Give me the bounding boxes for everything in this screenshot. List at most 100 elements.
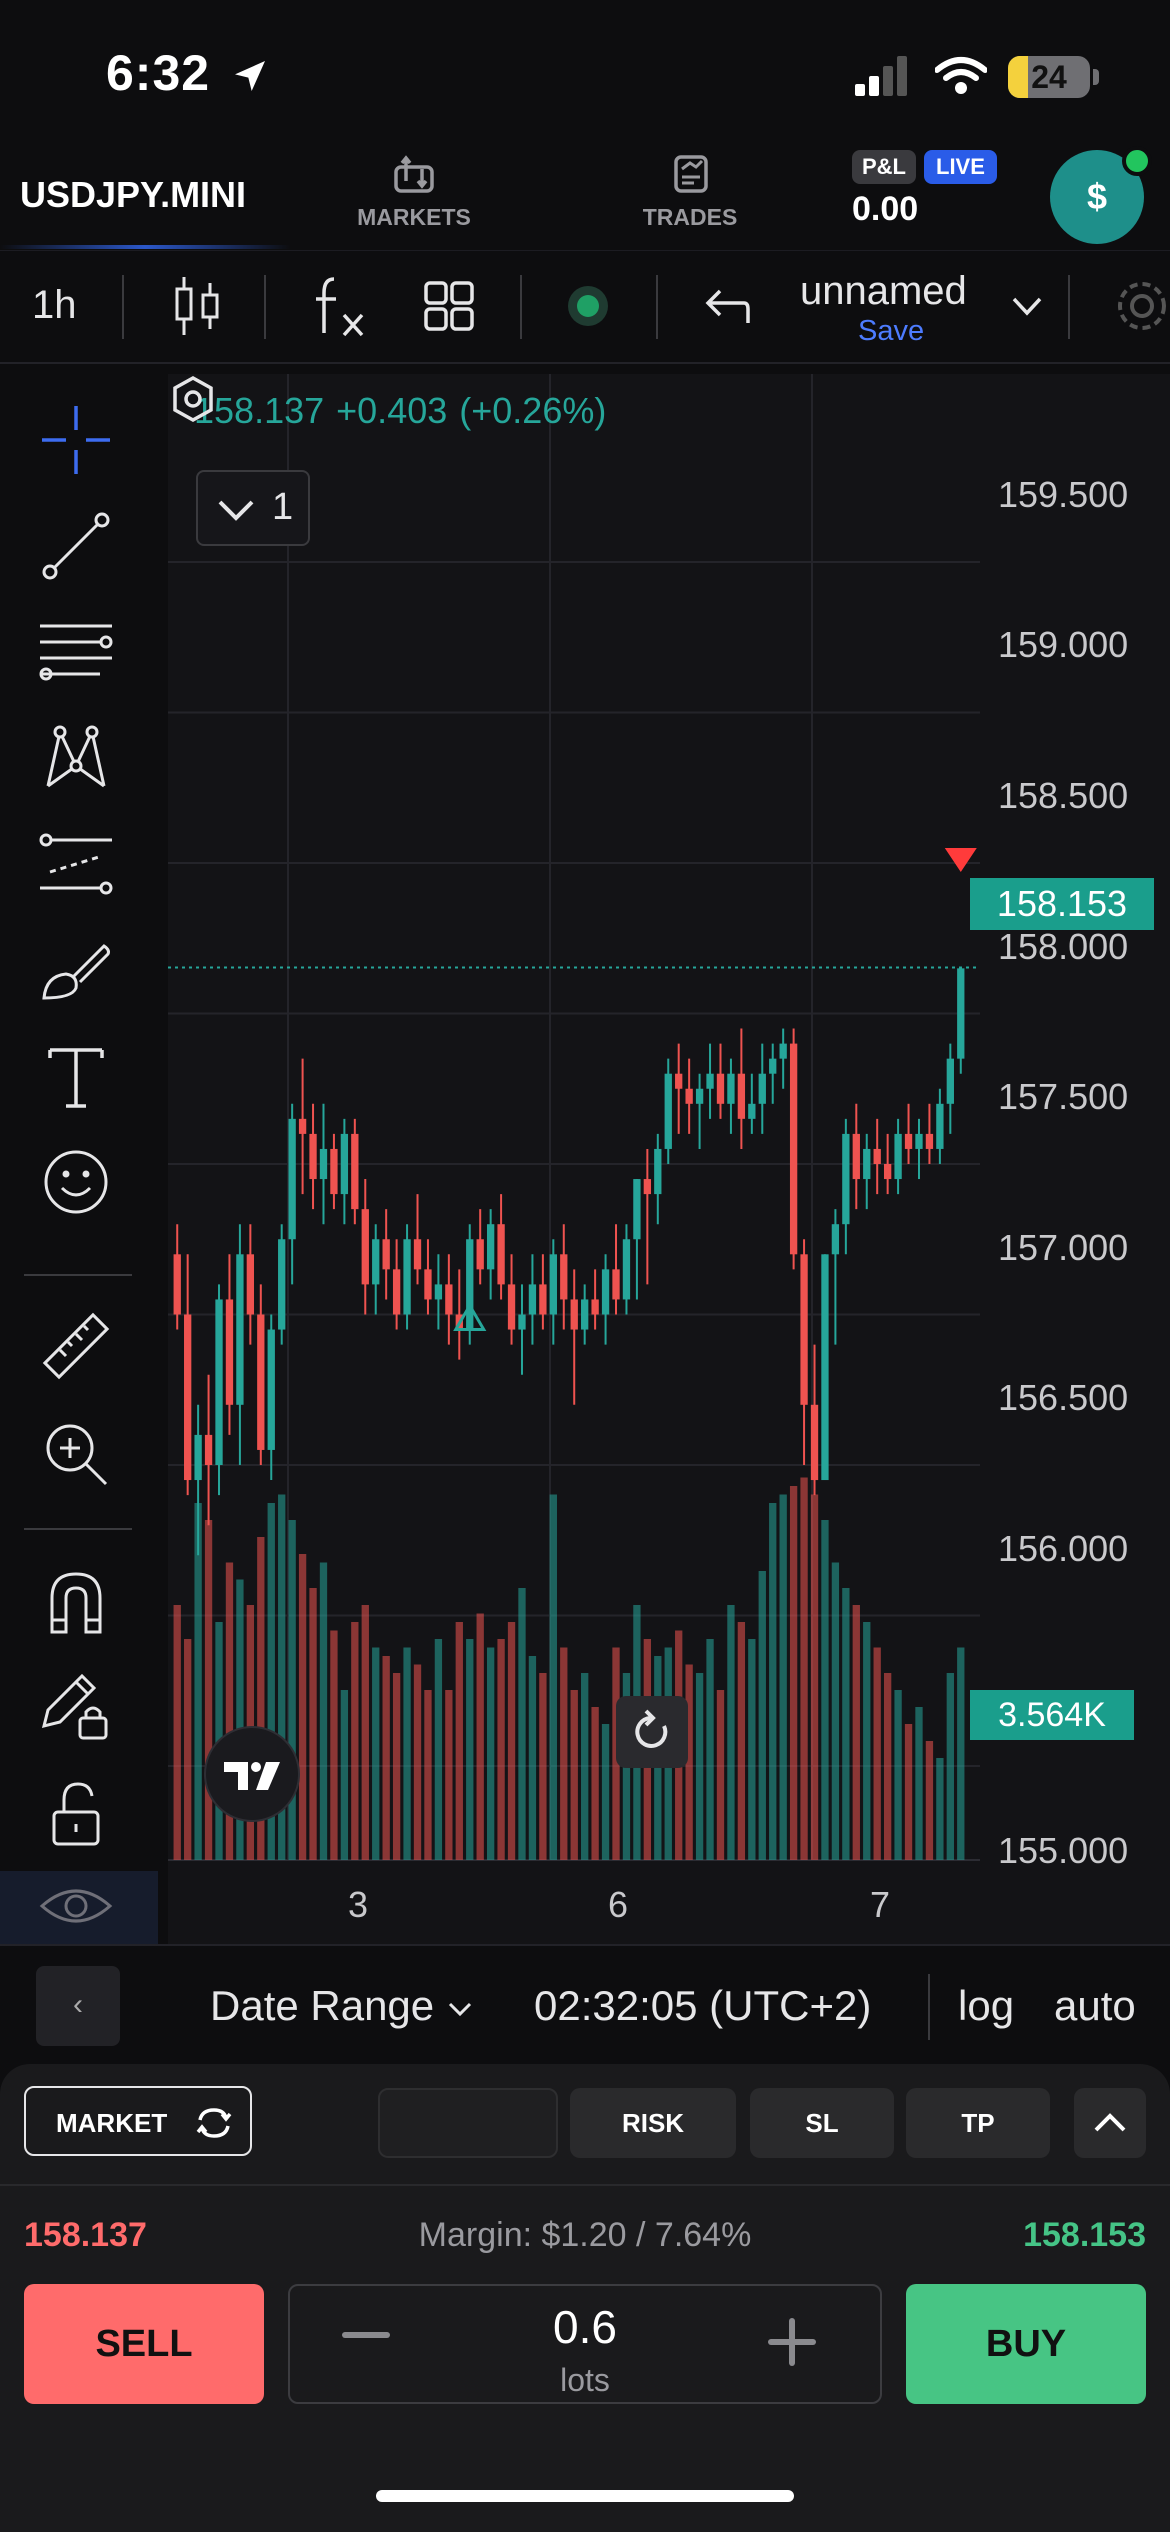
candles-icon[interactable]: [170, 273, 224, 339]
zoom-in-icon[interactable]: [36, 1414, 116, 1494]
collapse-left-button[interactable]: ‹: [36, 1966, 120, 2046]
undo-icon[interactable]: [700, 273, 750, 339]
forecast-icon[interactable]: [36, 824, 116, 904]
chart-settings-icon[interactable]: [168, 374, 218, 424]
candle-body: [748, 1103, 756, 1119]
timeframe-button[interactable]: 1h: [32, 283, 77, 327]
volume-bar: [883, 1673, 892, 1860]
gear-icon[interactable]: [1110, 273, 1170, 339]
symbol-selector[interactable]: USDJPY.MINI: [20, 174, 247, 215]
candle-body: [758, 1073, 766, 1104]
lots-value[interactable]: 0.6: [553, 2301, 617, 2353]
candle-body: [413, 1239, 422, 1270]
crosshair-icon[interactable]: [36, 400, 116, 480]
buy-button[interactable]: BUY: [906, 2284, 1146, 2404]
candle-body: [424, 1269, 432, 1300]
date-range-button[interactable]: Date Range: [210, 1982, 474, 2030]
indicator-count: 1: [272, 486, 294, 528]
candle-body: [852, 1133, 860, 1180]
volume-bar: [601, 1724, 610, 1860]
candle-body: [486, 1224, 495, 1270]
sell-button[interactable]: SELL: [24, 2284, 264, 2404]
order-type-button[interactable]: MARKET: [24, 2086, 252, 2156]
volume-bar: [915, 1707, 923, 1860]
margin-info: Margin: $1.20 / 7.64%: [418, 2216, 752, 2254]
layouts-icon[interactable]: [422, 273, 476, 339]
pattern-icon[interactable]: [36, 718, 116, 798]
divider: [0, 2184, 1170, 2186]
pnl-widget[interactable]: P&L LIVE 0.00: [852, 150, 1012, 229]
lots-stepper[interactable]: 0.6 lots: [288, 2284, 882, 2404]
collapse-indicators-button[interactable]: 1: [196, 470, 310, 546]
date-range-label: Date Range: [210, 1982, 435, 2029]
eye-icon[interactable]: [36, 1866, 116, 1946]
emoji-icon[interactable]: [36, 1142, 116, 1222]
candle-body: [518, 1314, 526, 1330]
candle-body: [601, 1269, 610, 1315]
trendline-icon[interactable]: [36, 506, 116, 586]
ruler-icon[interactable]: [36, 1306, 116, 1386]
volume-bar: [539, 1673, 547, 1860]
volume-bar: [351, 1622, 359, 1860]
indicators-icon[interactable]: [308, 273, 372, 339]
volume-tag: 3.564K: [970, 1690, 1134, 1740]
volume-bar: [549, 1494, 557, 1860]
candle-body: [769, 1058, 777, 1074]
tradingview-logo[interactable]: [204, 1726, 300, 1822]
volume-bar: [194, 1503, 202, 1860]
volume-bar: [831, 1562, 840, 1860]
candle-body: [894, 1133, 902, 1180]
account-status-dot: [1122, 146, 1152, 176]
decrease-lots-button[interactable]: [342, 2332, 390, 2338]
volume-bar: [727, 1605, 735, 1860]
volume-bar: [695, 1673, 704, 1860]
log-scale-toggle[interactable]: log: [958, 1982, 1015, 2029]
auto-scale-toggle[interactable]: auto: [1054, 1982, 1136, 2029]
lots-unit: lots: [560, 2362, 610, 2398]
save-layout-link[interactable]: Save: [858, 315, 925, 347]
fib-lines-icon[interactable]: [36, 612, 116, 692]
volume-bar: [570, 1690, 578, 1860]
candle-body: [737, 1073, 746, 1119]
take-profit-button[interactable]: TP: [906, 2088, 1050, 2158]
lock-drawing-icon[interactable]: [36, 1666, 116, 1746]
refresh-icon: [635, 1709, 668, 1748]
unlock-icon[interactable]: [36, 1774, 116, 1854]
volume-bar: [309, 1588, 317, 1860]
volume-bar: [173, 1605, 181, 1860]
trades-nav[interactable]: TRADES: [610, 155, 770, 231]
candle-body: [184, 1314, 192, 1481]
volume-bar: [361, 1605, 369, 1860]
volume-bar: [466, 1639, 474, 1860]
app-header: USDJPY.MINI MARKETS TRADES P&L LIVE 0.00 …: [0, 146, 1170, 250]
markets-icon: [394, 155, 434, 193]
candle-body: [392, 1269, 401, 1315]
reset-chart-button[interactable]: [616, 1696, 688, 1768]
candle-body: [351, 1133, 359, 1210]
candle-body: [675, 1073, 683, 1089]
symbol-underline: [0, 245, 290, 249]
brush-icon[interactable]: [36, 930, 116, 1010]
risk-button[interactable]: RISK: [570, 2088, 736, 2158]
price-chart[interactable]: 158.137 +0.403 (+0.26%) 1 159.500 159.000 …: [168, 374, 1170, 1944]
candle-body: [236, 1254, 244, 1405]
expand-panel-button[interactable]: [1074, 2088, 1146, 2158]
candle-body: [539, 1284, 547, 1315]
layout-name[interactable]: unnamed: [800, 269, 967, 313]
volume-bar: [737, 1622, 746, 1860]
candle-body: [225, 1299, 234, 1405]
magnet-icon[interactable]: [36, 1562, 116, 1642]
chart-time[interactable]: 02:32:05 (UTC+2): [534, 1982, 872, 2029]
record-dot-icon[interactable]: [566, 273, 610, 339]
volume-bar: [518, 1588, 526, 1860]
account-button[interactable]: $: [1050, 150, 1144, 244]
stop-loss-button[interactable]: SL: [750, 2088, 894, 2158]
volume-bar: [946, 1673, 954, 1860]
markets-nav[interactable]: MARKETS: [334, 155, 494, 231]
candle-body: [445, 1284, 453, 1315]
price-axis-label: 155.000: [998, 1830, 1129, 1871]
chevron-down-icon[interactable]: [1010, 291, 1044, 321]
candle-body: [842, 1133, 850, 1225]
text-icon[interactable]: [36, 1036, 116, 1116]
increase-lots-button-v[interactable]: [789, 2318, 795, 2366]
